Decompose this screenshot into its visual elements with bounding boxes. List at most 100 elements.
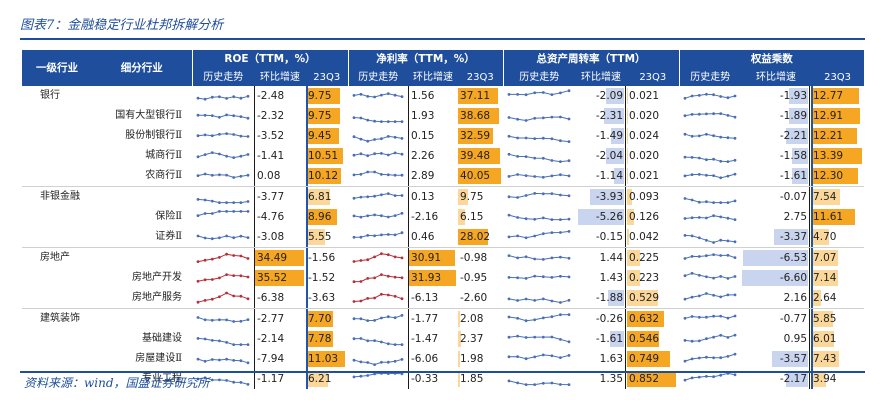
table-row: 专业工程 -1.17 6.21 -0.33 1.85 1.35 0.852 -2.17 3.94	[22, 369, 864, 389]
lev-qoq-cell: -0.07	[741, 187, 811, 207]
sparkline-point	[232, 320, 236, 323]
roe-qoq-cell: -3.52	[254, 126, 306, 146]
sparkline-point	[690, 339, 694, 343]
sparkline-point	[359, 172, 363, 176]
value-bar	[627, 128, 629, 144]
sparkline-point	[524, 277, 528, 280]
trend-cell	[348, 126, 408, 146]
sparkline-point	[196, 279, 200, 283]
lev-q3-cell: 12.77	[811, 86, 864, 106]
sparkline-point	[203, 236, 207, 240]
sparkline-point	[359, 195, 363, 199]
sparkline-point	[719, 275, 723, 278]
sparkline	[507, 230, 571, 240]
sparkline-point	[690, 357, 694, 361]
npm-qoq-cell: -6.13	[408, 288, 459, 309]
header-q3: 23Q3	[811, 69, 865, 86]
sparkline-point	[225, 234, 228, 238]
sparkline-point	[393, 93, 397, 97]
npm-q3-value: 38.68	[460, 110, 491, 122]
sparkline-point	[210, 151, 214, 154]
value-bar	[627, 148, 629, 164]
sparkline-point	[550, 256, 554, 260]
roe-qoq-cell: -1.17	[254, 369, 306, 389]
to-qoq-value: -2.04	[595, 150, 624, 162]
zero-axis	[254, 126, 255, 146]
sparkline-point	[705, 315, 708, 319]
value-bar	[306, 209, 338, 225]
sparkline	[507, 213, 571, 221]
npm-qoq-value: -6.13	[411, 292, 439, 304]
sparkline-point	[393, 173, 397, 177]
sparkline-point	[386, 92, 390, 95]
sparkline-point	[533, 355, 537, 359]
npm-qoq-value: 1.56	[411, 90, 435, 102]
sparkline-point	[380, 193, 383, 197]
sparkline-point	[203, 258, 207, 262]
sparkline-point	[697, 356, 701, 360]
sparkline	[196, 113, 250, 120]
npm-qoq-value: -6.06	[411, 353, 439, 365]
sparkline-point	[210, 173, 214, 177]
sparkline	[196, 210, 250, 217]
roe-qoq-value: -2.48	[257, 90, 285, 102]
sparkline-point	[559, 218, 562, 221]
roe-q3-value: -1.52	[308, 272, 336, 284]
value-bar	[306, 148, 343, 164]
lev-qoq-value: 2.16	[783, 292, 808, 304]
sparkline-point	[225, 173, 228, 177]
sparkline-point	[516, 316, 520, 320]
sparkline-point	[359, 215, 363, 219]
sparkline-point	[533, 116, 537, 120]
value-axis	[306, 126, 308, 146]
sparkline-point	[352, 235, 356, 239]
sparkline-point	[218, 236, 221, 240]
sparkline-point	[246, 173, 250, 177]
npm-qoq-cell: 30.91	[408, 248, 458, 268]
sparkline	[352, 231, 404, 239]
roe-qoq-value: -2.32	[257, 110, 285, 122]
sparkline-path	[508, 214, 570, 221]
value-axis	[811, 309, 814, 329]
sparkline-point	[196, 155, 200, 159]
trend-cell	[348, 329, 408, 349]
sparkline-point	[507, 254, 511, 257]
roe-qoq-value: -4.76	[257, 211, 285, 223]
sparkline	[352, 192, 404, 200]
level1-cell: 银行	[40, 90, 60, 101]
sparkline	[683, 155, 737, 163]
to-q3-value: 0.020	[629, 150, 660, 162]
npm-q3-value: -2.60	[460, 292, 488, 304]
sparkline-point	[232, 176, 236, 179]
sparkline-point	[567, 194, 571, 198]
sparkline-point	[533, 299, 537, 302]
sparkline-point	[400, 358, 404, 361]
npm-q3-value: 39.48	[460, 150, 491, 162]
sparkline-point	[705, 200, 708, 204]
sparkline-point	[393, 194, 397, 197]
lev-q3-value: 12.91	[813, 110, 844, 122]
sparkline-point	[533, 257, 537, 261]
sparkline	[352, 273, 404, 284]
zero-axis	[408, 166, 410, 186]
npm-q3-cell: 40.05	[458, 166, 504, 187]
sparkline-point	[380, 137, 383, 141]
value-bar	[458, 189, 469, 205]
sparkline-point	[559, 255, 562, 259]
sparkline-point	[239, 174, 243, 178]
roe-qoq-cell: -1.41	[254, 146, 306, 166]
zero-axis	[254, 369, 255, 389]
sparkline-point	[366, 319, 370, 322]
sparkline-point	[352, 300, 356, 303]
sparkline-point	[733, 314, 737, 318]
sparkline-point	[697, 216, 701, 219]
value-bar	[458, 351, 461, 367]
sparkline-point	[400, 120, 404, 123]
value-bar	[627, 168, 629, 184]
value-bar	[306, 331, 334, 347]
trend-cell	[192, 207, 254, 227]
to-q3-value: 0.749	[629, 353, 660, 365]
sparkline-point	[550, 354, 554, 358]
zero-axis	[625, 207, 627, 227]
sparkline-point	[225, 97, 228, 100]
